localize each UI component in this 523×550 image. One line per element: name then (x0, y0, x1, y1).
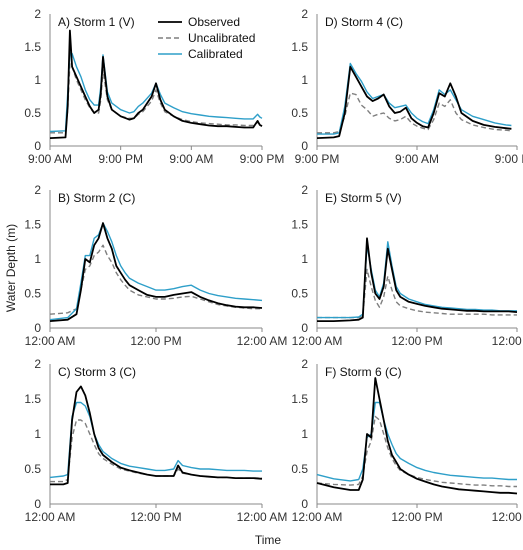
panel-d-series-observed (316, 65, 512, 139)
panel-f-x-tick: 12:00 AM (292, 510, 343, 524)
panel-e-title: E) Storm 5 (V) (325, 191, 402, 205)
panel-f-y-tick: 2 (301, 357, 308, 371)
panel-c-y-tick: 0 (34, 497, 41, 511)
panel-d-x-tick: 9:00 AM (395, 152, 439, 166)
panel-e-x-tick: 12:00 AM (292, 334, 343, 348)
panel-c-y-tick: 2 (34, 357, 41, 371)
panel-b-series-calibrated (49, 222, 263, 321)
panel-d: 0 0.5 1 1.5 2 9:00 PM 9:00 AM 9:00 PM D) Storm 4… (291, 7, 523, 166)
panel-e-y-tick: 1.5 (291, 218, 308, 232)
panel-a: 0 0.5 1 1.5 2 9:00 AM 9:00 PM 9:00 AM 9:00 PM A) … (24, 7, 284, 166)
panel-f: 0 0.5 1 1.5 2 12:00 AM 12:00 PM 12:00 AM F) Stor… (291, 357, 523, 524)
panel-a-x-tick: 9:00 AM (28, 152, 72, 166)
panel-c-x-tick: 12:00 AM (237, 510, 288, 524)
panel-c-y-tick: 0.5 (24, 462, 41, 476)
legend-label-uncalibrated: Uncalibrated (188, 31, 255, 45)
panel-a-y-tick: 1.5 (24, 40, 41, 54)
panel-b-y-tick: 0 (34, 321, 41, 335)
panel-e-series-observed (317, 237, 518, 322)
panel-c-title: C) Storm 3 (C) (58, 365, 136, 379)
panel-a-x-tick: 9:00 PM (240, 152, 285, 166)
panel-d-y-tick: 2 (301, 7, 308, 21)
panel-c-series-observed (50, 385, 263, 486)
panel-d-title: D) Storm 4 (C) (325, 15, 403, 29)
panel-f-title: F) Storm 6 (C) (325, 365, 402, 379)
panel-a-series-observed (49, 29, 263, 139)
panel-f-series-observed (316, 377, 518, 495)
panel-e-series-calibrated (317, 241, 517, 319)
panel-d-y-tick: 0.5 (291, 106, 308, 120)
panel-b-x-tick: 12:00 AM (25, 334, 76, 348)
panel-a-y-tick: 1 (34, 73, 41, 87)
panel-f-x-tick: 12:00 PM (391, 510, 442, 524)
panel-b-y-tick: 2 (34, 183, 41, 197)
panel-c-series-calibrated (49, 401, 262, 479)
legend: Observed Uncalibrated Calibrated (158, 15, 255, 61)
panel-c-y-tick: 1.5 (24, 392, 41, 406)
panel-b-y-tick: 1.5 (24, 218, 41, 232)
panel-e-y-tick: 1 (301, 252, 308, 266)
panel-a-y-tick: 0.5 (24, 106, 41, 120)
legend-label-observed: Observed (188, 15, 240, 29)
panel-f-series-uncalibrated (316, 415, 517, 488)
panel-d-x-tick: 9:00 PM (295, 152, 340, 166)
panel-e-y-tick: 0 (301, 321, 308, 335)
panel-f-series-calibrated (316, 401, 517, 482)
panel-a-x-tick: 9:00 PM (98, 152, 143, 166)
panel-f-y-tick: 0 (301, 497, 308, 511)
panel-c-series-uncalibrated (50, 419, 262, 483)
panel-c: 0 0.5 1 1.5 2 12:00 AM 12:00 PM 12:00 AM C) Stor… (24, 357, 287, 524)
panel-a-series-calibrated (49, 51, 263, 133)
panel-b-y-tick: 0.5 (24, 287, 41, 301)
panel-e-y-tick: 2 (301, 183, 308, 197)
legend-label-calibrated: Calibrated (188, 47, 243, 61)
panel-d-y-tick: 0 (301, 139, 308, 153)
panel-e-x-tick: 12:00 PM (391, 334, 442, 348)
panel-a-series-uncalibrated (50, 62, 263, 134)
panel-d-series-uncalibrated (317, 92, 512, 134)
panel-b: 0 0.5 1 1.5 2 12:00 AM 12:00 PM 12:00 AM B) Stor… (24, 183, 287, 348)
panel-d-y-tick: 1 (301, 73, 308, 87)
panel-c-y-tick: 1 (34, 427, 41, 441)
panel-d-x-tick: 9:00 PM (495, 152, 523, 166)
panel-f-x-tick: 12:00 AM (492, 510, 523, 524)
panel-a-y-tick: 0 (34, 139, 41, 153)
panel-b-series-uncalibrated (49, 244, 262, 315)
panel-e-series-uncalibrated (317, 268, 517, 319)
x-axis-label: Time (255, 533, 282, 547)
y-axis-label: Water Depth (m) (4, 224, 18, 312)
panel-a-y-tick: 2 (34, 7, 41, 21)
panel-d-series-calibrated (317, 62, 512, 135)
panel-e-y-tick: 0.5 (291, 287, 308, 301)
panel-a-x-tick: 9:00 AM (169, 152, 213, 166)
panel-b-x-tick: 12:00 PM (130, 334, 181, 348)
panel-c-x-tick: 12:00 AM (25, 510, 76, 524)
panel-a-title: A) Storm 1 (V) (58, 15, 135, 29)
panel-d-y-tick: 1.5 (291, 40, 308, 54)
panel-e: 0 0.5 1 1.5 2 12:00 AM 12:00 PM 12:00 AM E) Stor… (291, 183, 523, 348)
panel-f-y-tick: 1 (301, 427, 308, 441)
panel-f-y-tick: 0.5 (291, 462, 308, 476)
panel-f-y-tick: 1.5 (291, 392, 308, 406)
panel-c-x-tick: 12:00 PM (130, 510, 181, 524)
panel-e-x-tick: 12:00 AM (492, 334, 523, 348)
panel-b-title: B) Storm 2 (C) (58, 191, 135, 205)
panel-b-series-observed (49, 222, 263, 322)
panel-b-x-tick: 12:00 AM (237, 334, 288, 348)
panel-b-y-tick: 1 (34, 252, 41, 266)
